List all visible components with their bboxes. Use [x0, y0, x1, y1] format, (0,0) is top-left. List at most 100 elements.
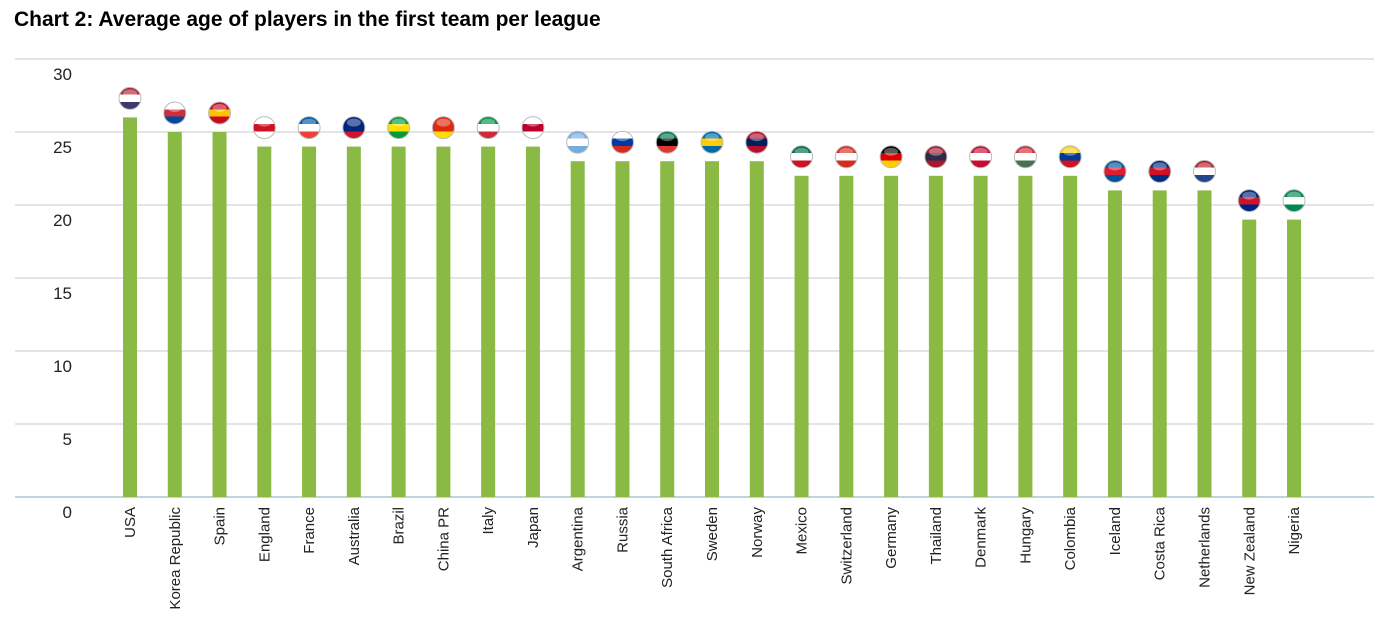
bar [436, 146, 451, 497]
x-tick-label: Spain [212, 507, 229, 545]
bar [1018, 175, 1033, 498]
bar [257, 146, 272, 497]
x-tick-label: Denmark [973, 507, 990, 568]
bar [1152, 190, 1167, 497]
x-tick-label: China PR [435, 507, 452, 571]
flag-icon [610, 130, 634, 154]
flag-gloss [839, 147, 854, 156]
y-tick-label: 5 [63, 430, 72, 449]
flag-gloss [257, 118, 272, 127]
x-tick-label: Hungary [1017, 507, 1034, 564]
flag-gloss [391, 118, 406, 127]
flag-gloss [481, 118, 496, 127]
x-tick-label: Russia [614, 506, 631, 553]
flag-icon [1103, 159, 1127, 183]
flag-gloss [525, 118, 540, 127]
flag-gloss [212, 104, 227, 112]
x-tick-label: Brazil [391, 507, 408, 545]
flag-icon [655, 130, 679, 154]
y-tick-label: 10 [53, 357, 72, 376]
flag-gloss [1063, 147, 1078, 156]
bar [839, 175, 854, 498]
flag-gloss [973, 147, 988, 156]
flag-icon [790, 145, 814, 169]
x-tick-label: Nigeria [1286, 506, 1303, 554]
bar [167, 132, 182, 497]
bar [615, 161, 630, 497]
y-tick-label: 25 [53, 138, 72, 157]
bar [1287, 219, 1302, 497]
flag-icon [342, 116, 366, 140]
bar [391, 146, 406, 497]
bar [928, 175, 943, 498]
flag-gloss [928, 147, 943, 156]
flag-icon [879, 145, 903, 169]
bar [884, 175, 899, 498]
flag-gloss [615, 133, 630, 142]
x-tick-label: Australia [346, 506, 363, 565]
flag-gloss [123, 89, 137, 98]
flag-icon [252, 116, 276, 140]
flag-icon [834, 145, 858, 169]
flag-icon [521, 116, 545, 140]
bar [481, 146, 496, 497]
flag-gloss [1197, 162, 1212, 171]
flag-icon [431, 116, 455, 140]
bar [749, 161, 764, 497]
x-tick-label: Italy [480, 507, 497, 535]
bar [570, 161, 585, 497]
flag-icon [297, 116, 321, 140]
bar [705, 161, 720, 497]
bar [123, 117, 137, 498]
flag-gloss [1152, 162, 1167, 171]
flag-gloss [346, 118, 361, 127]
flag-icon [1148, 159, 1172, 183]
x-tick-label: Costa Rica [1152, 506, 1169, 580]
x-tick-label: Japan [525, 507, 542, 548]
bar [1107, 190, 1122, 497]
bar [346, 146, 361, 497]
flag-icon [476, 116, 500, 140]
flag-gloss [1018, 147, 1033, 156]
y-tick-label: 15 [53, 284, 72, 303]
bar [1197, 190, 1212, 497]
flag-gloss [1107, 162, 1122, 171]
flag-gloss [749, 133, 764, 142]
flag-icon [745, 130, 769, 154]
flag-gloss [570, 133, 585, 142]
flag-icon [118, 86, 142, 110]
flag-icon [387, 116, 411, 140]
y-tick-label: 20 [53, 211, 72, 230]
x-tick-label: Netherlands [1196, 507, 1213, 588]
x-tick-label: Iceland [1107, 507, 1124, 555]
x-tick-label: England [256, 507, 273, 562]
flag-icon [1282, 189, 1306, 213]
bar [525, 146, 540, 497]
x-tick-label: USA [122, 507, 139, 538]
x-tick-label: France [301, 507, 318, 554]
chart-title: Chart 2: Average age of players in the f… [14, 8, 601, 31]
bar [302, 146, 317, 497]
flag-icon [1192, 159, 1216, 183]
bar [1242, 219, 1257, 497]
flag-icon [1058, 145, 1082, 169]
flag-icon [1237, 189, 1261, 213]
x-tick-label: Norway [749, 507, 766, 558]
flag-gloss [705, 133, 720, 142]
x-tick-label: Mexico [794, 507, 811, 555]
flag-gloss [302, 118, 317, 127]
x-tick-label: Switzerland [838, 507, 855, 585]
flag-icon [924, 145, 948, 169]
bar [973, 175, 988, 498]
flag-gloss [660, 133, 675, 142]
flag-icon [208, 101, 232, 125]
flag-icon [566, 130, 590, 154]
bar [1063, 175, 1078, 498]
flag-icon [969, 145, 993, 169]
flag-gloss [794, 147, 809, 156]
x-tick-label: Germany [883, 507, 900, 569]
x-tick-label: Argentina [570, 506, 587, 571]
x-tick-label: New Zealand [1241, 507, 1258, 595]
bar [212, 132, 227, 497]
